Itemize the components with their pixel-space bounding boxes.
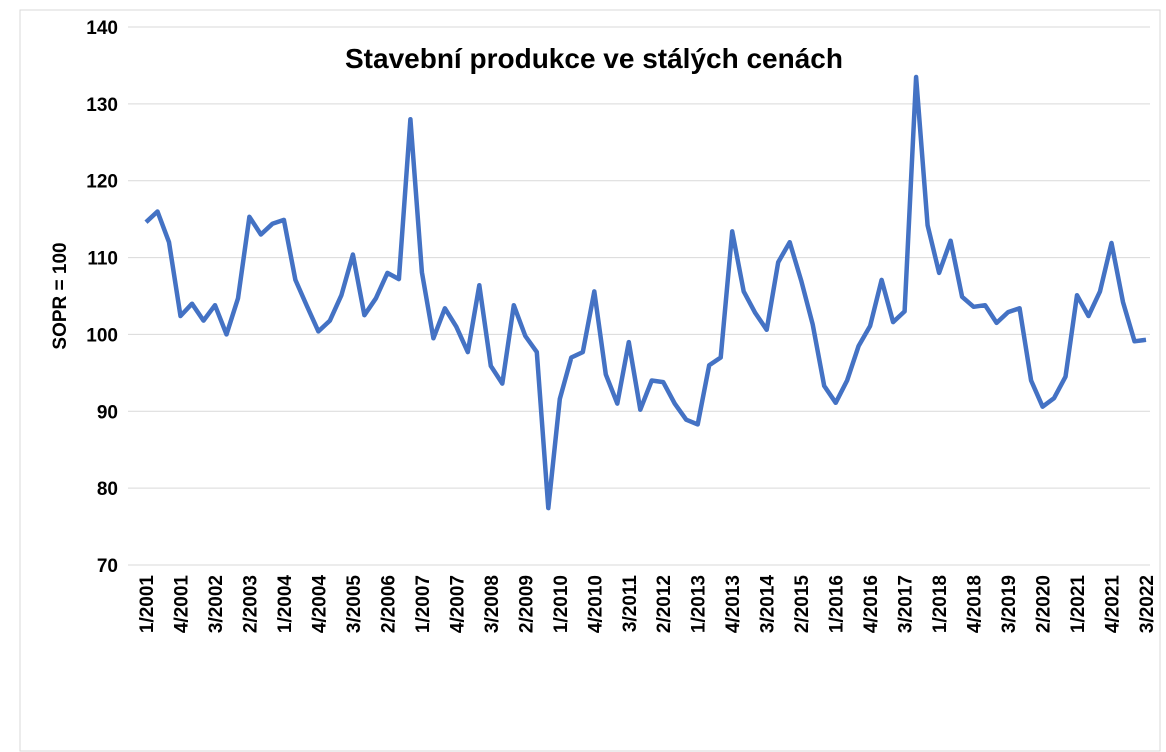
x-tick-label: 4/2001: [171, 575, 192, 634]
x-tick-label: 1/2013: [689, 575, 710, 633]
x-tick-label: 2/2020: [1034, 575, 1055, 633]
x-tick-label: 2/2015: [792, 575, 813, 634]
x-tick-label: 3/2019: [999, 575, 1020, 633]
x-tick-label: 1/2007: [413, 575, 434, 633]
chart-border: [19, 9, 1161, 752]
x-tick-label: 4/2018: [965, 575, 986, 633]
x-tick-label: 1/2016: [827, 575, 848, 633]
chart-title: Stavební produkce ve stálých cenách: [345, 43, 843, 74]
x-tick-label: 1/2010: [551, 575, 572, 633]
x-tick-label: 3/2011: [620, 575, 641, 632]
x-tick-label: 3/2017: [896, 575, 917, 633]
x-tick-label: 2/2006: [378, 575, 399, 633]
x-tick-label: 3/2005: [344, 575, 365, 634]
x-tick-label: 4/2021: [1103, 575, 1124, 634]
x-tick-label: 3/2022: [1137, 575, 1158, 633]
y-tick-label: 70: [97, 556, 118, 577]
y-axis-label: SOPR = 100: [50, 242, 71, 349]
y-tick-label: 120: [86, 172, 118, 193]
x-tick-label: 3/2002: [206, 575, 227, 633]
y-tick-label: 130: [86, 95, 118, 116]
y-tick-label: 80: [97, 479, 118, 500]
x-tick-label: 4/2013: [723, 575, 744, 633]
x-tick-label: 1/2021: [1068, 575, 1089, 634]
x-tick-label: 4/2016: [861, 575, 882, 633]
x-tick-label: 4/2007: [447, 575, 468, 633]
y-tick-label: 110: [87, 249, 118, 270]
y-tick-label: 90: [97, 402, 118, 423]
y-tick-label: 140: [86, 18, 118, 39]
x-tick-label: 3/2014: [758, 575, 779, 634]
x-tick-label: 3/2008: [482, 575, 503, 633]
data-line: [144, 74, 1147, 511]
x-tick-label: 4/2004: [309, 575, 330, 634]
x-tick-label: 1/2004: [275, 575, 296, 634]
x-tick-label: 1/2018: [930, 575, 951, 633]
x-tick-label: 2/2003: [240, 575, 261, 633]
x-tick-label: 2/2012: [654, 575, 675, 633]
x-tick-label: 4/2010: [585, 575, 606, 633]
x-tick-label: 1/2001: [137, 575, 158, 634]
y-tick-label: 100: [86, 325, 118, 346]
x-tick-label: 2/2009: [516, 575, 537, 633]
